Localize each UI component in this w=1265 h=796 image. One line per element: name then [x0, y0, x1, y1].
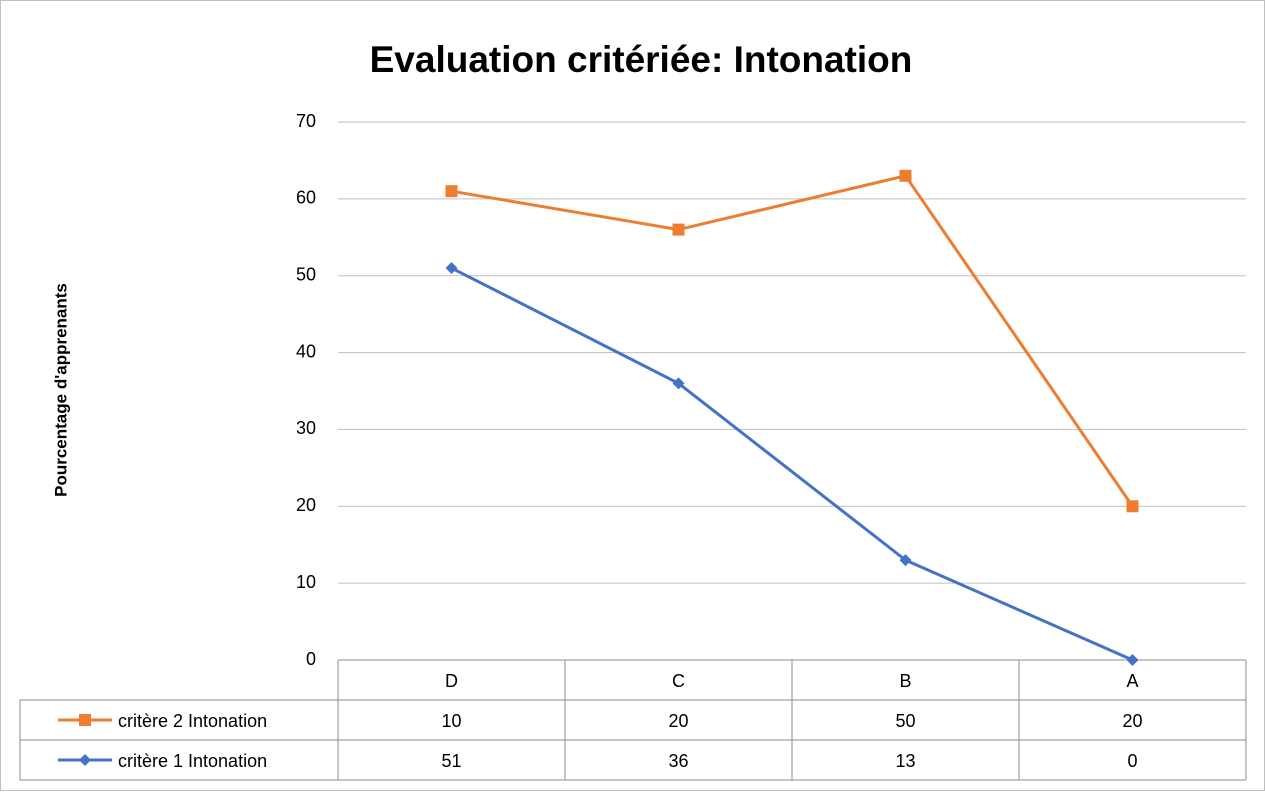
legend-marker: [79, 754, 91, 766]
y-tick-label: 0: [306, 649, 316, 669]
series-line: [451, 174, 1134, 508]
x-tick-label: C: [672, 671, 685, 691]
table-value: 20: [1122, 711, 1142, 731]
x-tick-label: A: [1126, 671, 1138, 691]
table-value: 50: [895, 711, 915, 731]
series-line: [450, 266, 1134, 662]
x-tick-label: B: [899, 671, 911, 691]
y-axis-label: Pourcentage d'apprenants: [51, 283, 70, 497]
marker: [1126, 654, 1139, 666]
table-value: 51: [441, 751, 461, 771]
table-value: 20: [668, 711, 688, 731]
table-value: 36: [668, 751, 688, 771]
legend-label: critère 1 Intonation: [118, 751, 267, 771]
y-tick-label: 10: [296, 572, 316, 592]
marker: [672, 223, 685, 236]
marker: [445, 262, 458, 275]
table-value: 10: [441, 711, 461, 731]
marker: [445, 185, 458, 198]
y-tick-label: 50: [296, 264, 316, 284]
y-tick-label: 60: [296, 188, 316, 208]
legend-marker: [79, 714, 91, 726]
table-value: 13: [895, 751, 915, 771]
marker: [672, 377, 685, 390]
x-tick-label: D: [445, 671, 458, 691]
marker: [899, 169, 912, 182]
table-value: 0: [1127, 751, 1137, 771]
marker: [899, 554, 912, 567]
marker: [1126, 500, 1139, 513]
y-tick-label: 40: [296, 341, 316, 361]
y-tick-label: 20: [296, 495, 316, 515]
chart-title: Evaluation critériée: Intonation: [370, 39, 913, 80]
y-tick-label: 70: [296, 111, 316, 131]
y-tick-label: 30: [296, 418, 316, 438]
legend-label: critère 2 Intonation: [118, 711, 267, 731]
